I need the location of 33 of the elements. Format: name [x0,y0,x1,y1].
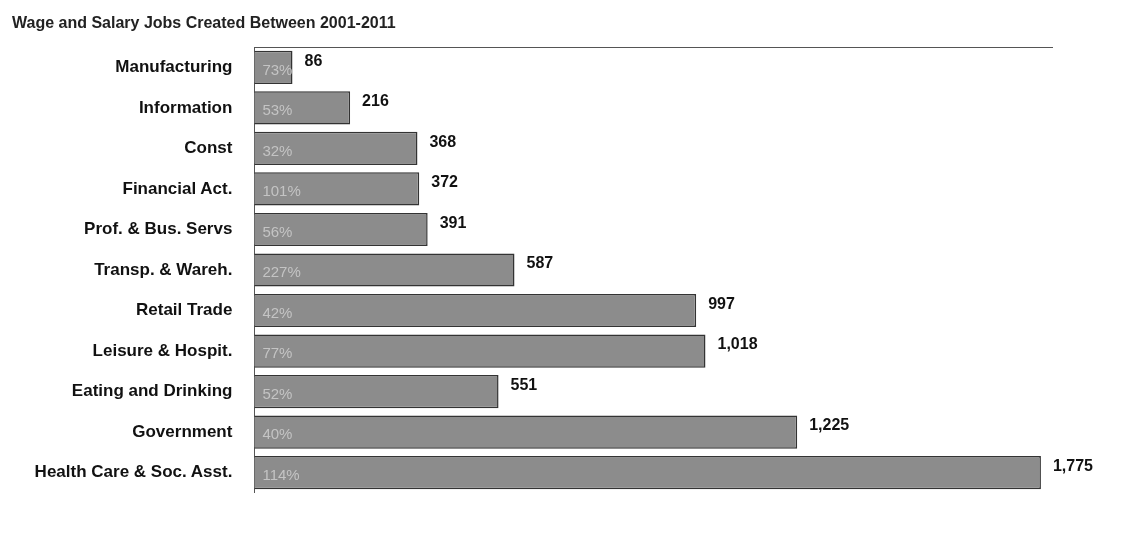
annotation: 40% [262,425,293,443]
annotation: 42% [262,303,293,321]
data-label: 997 [708,294,735,312]
annotation: 52% [262,384,293,402]
y-tick-label: Prof. & Bus. Servs [84,219,233,239]
chart-title: Wage and Salary Jobs Created Between 2001-2011 [12,14,396,32]
y-tick-label: Information [138,97,233,117]
y-tick-label: Financial Act. [122,178,233,198]
data-label: 1,775 [1052,456,1094,474]
annotation: 101% [262,182,301,200]
data-label: 587 [526,254,554,272]
annotation: 53% [262,101,293,119]
annotation: 227% [262,263,301,281]
y-tick-label: Const [184,138,233,158]
annotation: 32% [262,141,293,159]
data-label: 1,225 [809,416,850,434]
y-tick-label: Health Care & Soc. Asst. [34,462,233,482]
data-label: 216 [362,92,389,110]
data-label: 368 [429,132,457,150]
annotation: 114% [262,465,300,483]
y-tick-label: Government [132,421,233,441]
data-label: 551 [510,375,538,393]
annotation: 56% [262,222,293,240]
y-tick-label: Manufacturing [115,57,233,77]
y-tick-label: Retail Trade [136,300,233,320]
data-label: 372 [431,173,459,191]
annotation: 77% [262,344,293,362]
data-label: 391 [439,213,467,231]
data-label: 1,018 [717,335,758,353]
data-label: 86 [304,51,323,69]
y-tick-label: Leisure & Hospit. [92,340,233,360]
y-tick-label: Eating and Drinking [71,381,233,401]
y-tick-label: Transp. & Wareh. [94,259,233,279]
